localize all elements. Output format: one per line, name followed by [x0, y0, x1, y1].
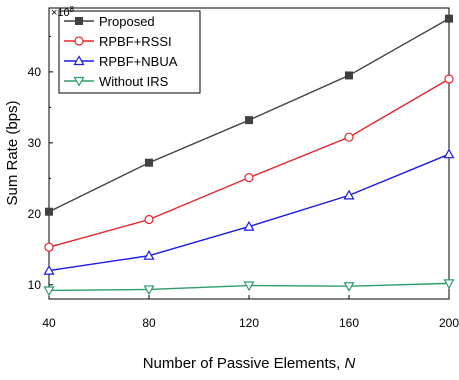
legend-item: Without IRS	[64, 74, 169, 89]
data-point-marker	[143, 285, 155, 296]
data-point-marker	[243, 281, 255, 292]
legend: Proposed RPBF+RSSI RPBF+NBUA Without IRS	[58, 10, 201, 94]
x-tick-label: 80	[142, 316, 156, 330]
data-point-marker	[73, 76, 85, 87]
data-point-marker	[43, 264, 55, 275]
x-axis-label: Number of Passive Elements, N	[143, 355, 356, 372]
x-tick-label: 120	[239, 316, 259, 330]
series-layer	[43, 14, 455, 297]
legend-label: Proposed	[99, 14, 155, 29]
data-point-marker	[43, 286, 55, 297]
data-point-marker	[343, 282, 355, 292]
data-point-marker	[444, 74, 454, 84]
y-tick-label: 20	[28, 207, 42, 221]
legend-label: RPBF+NBUA	[99, 54, 178, 69]
legend-item: RPBF+RSSI	[64, 34, 172, 49]
y-multiplier: ×108	[51, 5, 75, 19]
data-point-marker	[443, 148, 455, 159]
data-point-marker	[144, 214, 154, 225]
series-1	[44, 74, 454, 252]
data-point-marker	[445, 14, 453, 23]
data-point-marker	[143, 249, 155, 260]
data-point-marker	[443, 279, 455, 290]
data-point-marker	[45, 207, 53, 216]
data-point-marker	[44, 242, 54, 252]
data-point-marker	[244, 173, 254, 183]
x-tick-label: 160	[339, 316, 359, 330]
data-point-marker	[245, 116, 253, 125]
data-point-marker	[345, 71, 353, 80]
data-point-marker	[73, 55, 85, 66]
data-point-marker	[343, 189, 355, 200]
series-0	[45, 14, 453, 216]
legend-item: RPBF+NBUA	[64, 54, 178, 69]
series-3	[43, 279, 455, 297]
legend-item: Proposed	[64, 14, 155, 29]
data-point-marker	[74, 36, 84, 46]
axis-ticks: 40 80 120 160 200 10 20 30 40	[28, 35, 459, 330]
data-point-marker	[243, 220, 255, 231]
x-tick-label: 40	[42, 316, 56, 330]
series-line	[48, 153, 450, 272]
data-point-marker	[75, 17, 83, 25]
data-point-marker	[344, 132, 354, 142]
y-tick-label: 30	[28, 136, 42, 150]
legend-label: Without IRS	[99, 74, 169, 89]
data-point-marker	[145, 158, 153, 167]
legend-label: RPBF+RSSI	[99, 34, 172, 49]
x-tick-label: 200	[439, 316, 459, 330]
y-tick-label: 40	[28, 65, 42, 79]
y-tick-label: 10	[28, 278, 42, 292]
y-axis-label: Sum Rate (bps)	[4, 100, 21, 205]
series-2	[43, 148, 455, 275]
